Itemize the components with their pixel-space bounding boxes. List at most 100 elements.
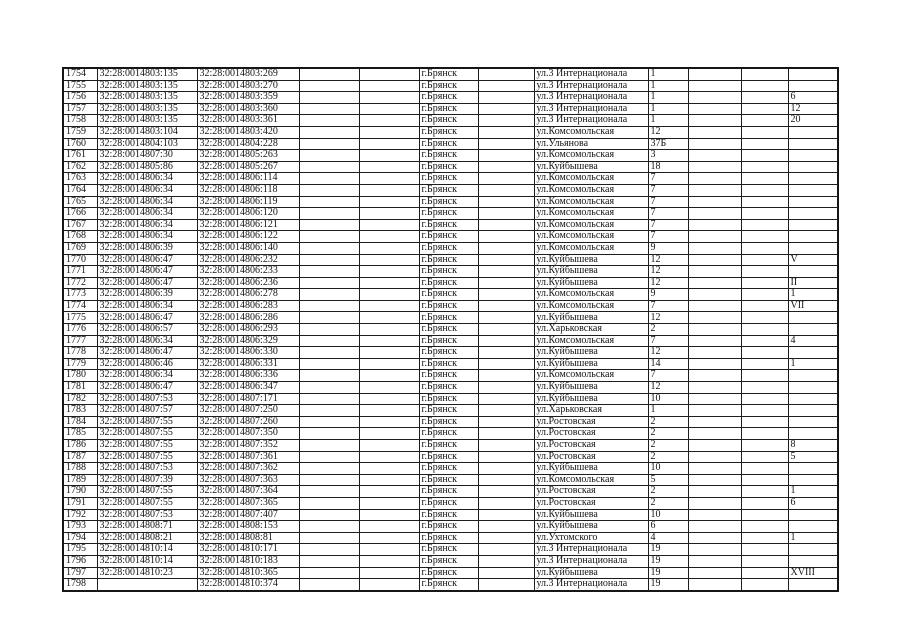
- row-number-cell: 1768: [62, 230, 98, 243]
- cadastral-number-1-cell: 32:28:0014810:14: [96, 543, 198, 556]
- empty-cell: [687, 543, 742, 556]
- cadastral-number-2-cell: 32:28:0014807:250: [196, 404, 300, 417]
- cadastral-number-2-cell: 32:28:0014810:365: [196, 566, 300, 580]
- street-cell: ул.Комсомольская: [533, 207, 649, 220]
- empty-cell: [358, 183, 420, 197]
- empty-cell: [298, 566, 360, 580]
- street-cell: ул.Комсомольская: [533, 218, 649, 232]
- house-number-cell: 1: [647, 114, 689, 127]
- empty-cell: [477, 230, 535, 243]
- empty-cell: [358, 149, 420, 162]
- note-cell: [787, 218, 839, 232]
- cadastral-number-2-cell: 32:28:0014804:228: [196, 137, 300, 151]
- empty-cell: [477, 172, 535, 185]
- cadastral-number-2-cell: 32:28:0014807:362: [196, 462, 300, 475]
- empty-cell: [477, 543, 535, 556]
- empty-cell: [298, 450, 360, 464]
- house-number-cell: 10: [647, 462, 689, 475]
- empty-cell: [298, 265, 360, 278]
- cadastral-number-1-cell: 32:28:0014806:34: [96, 195, 198, 209]
- empty-cell: [477, 381, 535, 394]
- empty-cell: [477, 392, 535, 406]
- note-cell: 1: [787, 485, 839, 498]
- table-row: 1773 32:28:0014806:39 32:28:0014806:278 г.Б…: [62, 288, 839, 301]
- note-cell: [787, 520, 839, 533]
- empty-cell: [687, 369, 742, 383]
- empty-cell: [687, 578, 742, 592]
- empty-cell: [477, 323, 535, 336]
- house-number-cell: 1: [647, 67, 689, 81]
- street-cell: ул.3 Интернационала: [533, 114, 649, 127]
- street-cell: ул.Комсомольская: [533, 125, 649, 139]
- empty-cell: [477, 218, 535, 232]
- cadastral-number-1-cell: 32:28:0014808:21: [96, 531, 198, 545]
- empty-cell: [477, 125, 535, 139]
- row-number-cell: 1781: [62, 381, 98, 394]
- street-cell: ул.Ростовская: [533, 439, 649, 452]
- table-row: 1766 32:28:0014806:34 32:28:0014806:120 г.Б…: [62, 207, 839, 220]
- empty-cell: [687, 137, 742, 151]
- cadastral-number-1-cell: 32:28:0014806:47: [96, 381, 198, 394]
- empty-cell: [740, 299, 789, 313]
- cadastral-number-2-cell: 32:28:0014805:267: [196, 160, 300, 174]
- empty-cell: [687, 346, 742, 359]
- cadastral-number-2-cell: 32:28:0014803:269: [196, 67, 300, 81]
- row-number-cell: 1787: [62, 450, 98, 464]
- empty-cell: [687, 357, 742, 371]
- empty-cell: [477, 346, 535, 359]
- cadastral-number-2-cell: 32:28:0014806:293: [196, 323, 300, 336]
- table-row: 1793 32:28:0014808:71 32:28:0014808:153 г.Б…: [62, 520, 839, 533]
- empty-cell: [298, 253, 360, 267]
- cadastral-number-1-cell: 32:28:0014806:34: [96, 207, 198, 220]
- table-row: 1754 32:28:0014803:135 32:28:0014803:269 г.…: [62, 67, 839, 81]
- empty-cell: [477, 485, 535, 498]
- note-cell: [787, 79, 839, 93]
- empty-cell: [477, 265, 535, 278]
- empty-cell: [477, 276, 535, 290]
- empty-cell: [687, 91, 742, 104]
- table-row: 1777 32:28:0014806:34 32:28:0014806:329 г.Б…: [62, 334, 839, 348]
- house-number-cell: 9: [647, 288, 689, 301]
- cadastral-number-2-cell: 32:28:0014806:283: [196, 299, 300, 313]
- note-cell: [787, 172, 839, 185]
- street-cell: ул.3 Интернационала: [533, 67, 649, 81]
- street-cell: ул.Комсомольская: [533, 183, 649, 197]
- house-number-cell: 12: [647, 276, 689, 290]
- empty-cell: [740, 102, 789, 116]
- table-row: 1759 32:28:0014803:104 32:28:0014803:420 г.…: [62, 125, 839, 139]
- city-cell: г.Брянск: [418, 230, 479, 243]
- table-row: 1785 32:28:0014807:55 32:28:0014807:350 г.Б…: [62, 427, 839, 440]
- empty-cell: [740, 218, 789, 232]
- empty-cell: [740, 346, 789, 359]
- cadastral-number-2-cell: 32:28:0014806:114: [196, 172, 300, 185]
- empty-cell: [687, 79, 742, 93]
- table-row: 1775 32:28:0014806:47 32:28:0014806:286 г.Б…: [62, 311, 839, 325]
- cadastral-number-2-cell: 32:28:0014806:140: [196, 241, 300, 255]
- row-number-cell: 1759: [62, 125, 98, 139]
- street-cell: ул.Куйбышева: [533, 160, 649, 174]
- cadastral-number-2-cell: 32:28:0014806:118: [196, 183, 300, 197]
- city-cell: г.Брянск: [418, 67, 479, 81]
- empty-cell: [298, 114, 360, 127]
- table-row: 1795 32:28:0014810:14 32:28:0014810:171 г.Б…: [62, 543, 839, 556]
- empty-cell: [740, 485, 789, 498]
- row-number-cell: 1755: [62, 79, 98, 93]
- street-cell: ул.Ростовская: [533, 485, 649, 498]
- empty-cell: [358, 450, 420, 464]
- row-number-cell: 1773: [62, 288, 98, 301]
- street-cell: ул.Куйбышева: [533, 566, 649, 580]
- row-number-cell: 1771: [62, 265, 98, 278]
- cadastral-number-2-cell: 32:28:0014806:121: [196, 218, 300, 232]
- empty-cell: [740, 125, 789, 139]
- cadastral-number-2-cell: 32:28:0014806:232: [196, 253, 300, 267]
- empty-cell: [477, 160, 535, 174]
- cadastral-number-2-cell: 32:28:0014807:361: [196, 450, 300, 464]
- street-cell: ул.Комсомольская: [533, 299, 649, 313]
- house-number-cell: 1: [647, 404, 689, 417]
- house-number-cell: 19: [647, 578, 689, 592]
- row-number-cell: 1779: [62, 357, 98, 371]
- empty-cell: [740, 473, 789, 487]
- cadastral-number-1-cell: 32:28:0014807:57: [96, 404, 198, 417]
- cadastral-number-2-cell: 32:28:0014810:183: [196, 554, 300, 568]
- house-number-cell: 12: [647, 381, 689, 394]
